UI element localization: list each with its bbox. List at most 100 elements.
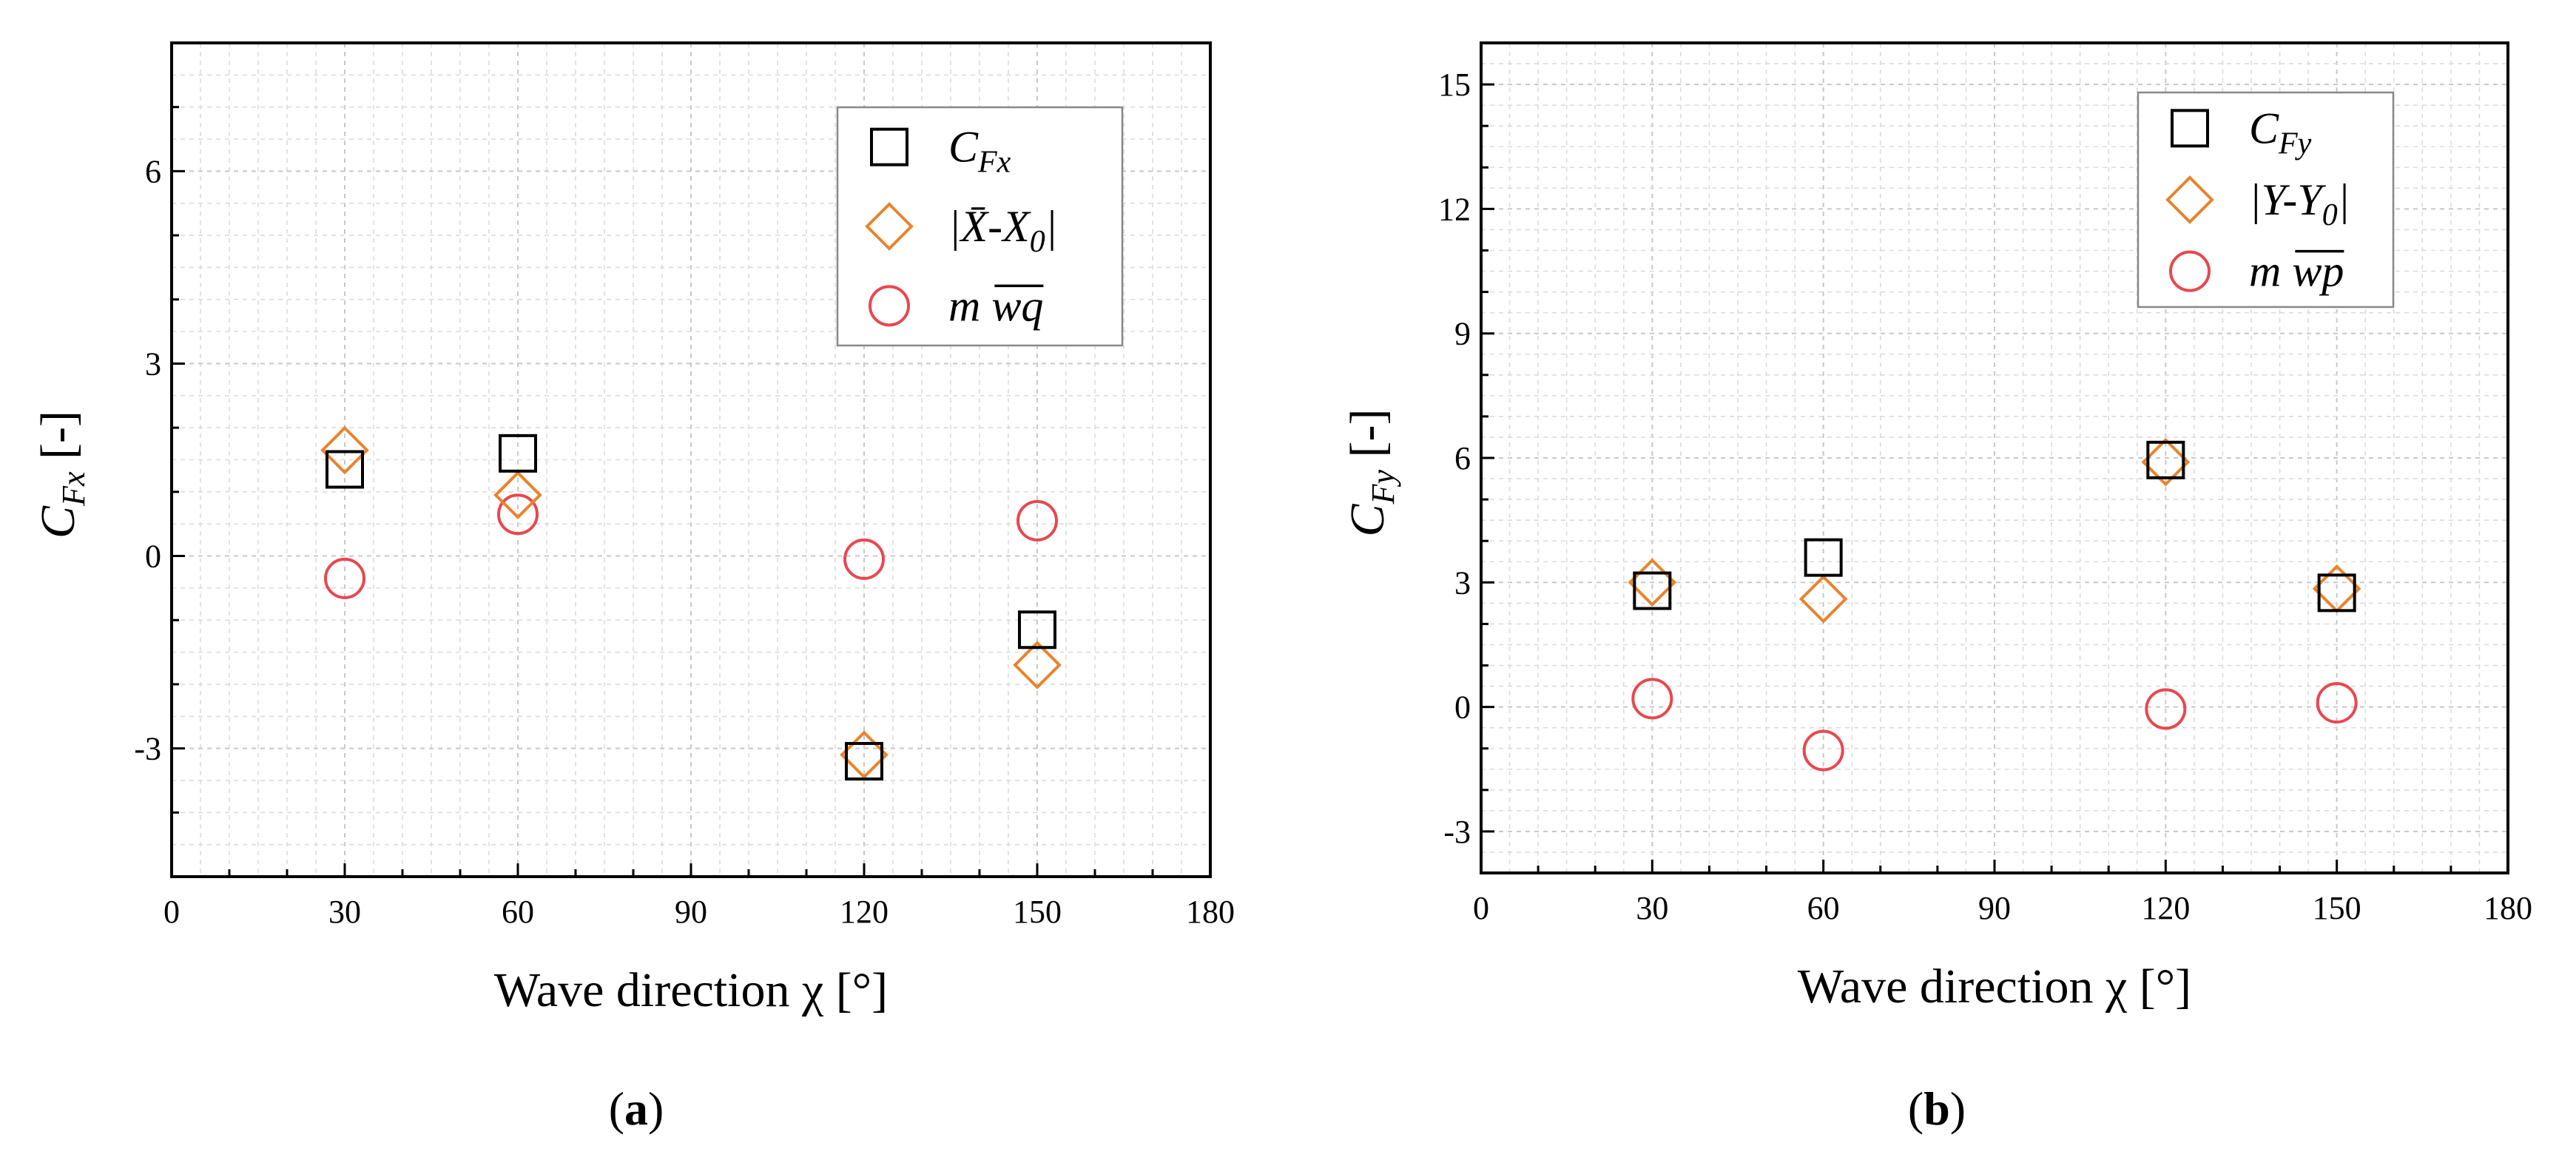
caption-paren-open: (: [609, 1082, 624, 1135]
legend-label-main: m: [2249, 247, 2292, 296]
x-tick-label: 150: [2313, 890, 2361, 926]
data-point-diamond: [320, 425, 369, 475]
legend-label-subscript: 0: [2322, 198, 2338, 232]
y-tick-label: 3: [145, 345, 161, 382]
y-tick-label: 0: [145, 539, 161, 575]
legend-label-tail: |: [1045, 202, 1058, 251]
legend-label-subscript: Fy: [2278, 127, 2312, 161]
data-point-diamond: [1013, 641, 1062, 689]
x-tick-label: 30: [328, 894, 361, 930]
data-point-circle: [2145, 688, 2187, 730]
x-tick-label: 60: [1807, 890, 1840, 926]
x-tick-label: 90: [1978, 890, 2011, 926]
x-tick-label: 180: [1186, 894, 1235, 930]
data-point-circle: [2316, 681, 2358, 724]
data-point-square: [1018, 610, 1056, 650]
data-point-circle: [324, 557, 365, 599]
y-axis-label-subscript: Fy: [1365, 470, 1401, 505]
y-tick-label: 6: [145, 153, 161, 189]
x-tick-label: 180: [2484, 890, 2532, 926]
legend-label: CFx: [948, 123, 1011, 180]
data-point-square: [326, 450, 364, 489]
panel-caption: (a): [609, 1082, 664, 1135]
x-axis-label: Wave direction χ [°]: [494, 963, 888, 1017]
series-diamond: [320, 425, 1062, 780]
legend-label-overlined: wq: [991, 281, 1043, 330]
chart-a: 0 30 60 90 120 150 180 -3 0 3 6 Wave direction χ [°…: [31, 41, 1235, 1135]
legend-label-main: C: [948, 123, 979, 172]
caption-paren-close: ): [648, 1082, 664, 1135]
y-tick-label: -3: [134, 731, 161, 767]
x-tick-label: 120: [2141, 890, 2190, 926]
legend-label: |Y-Y0|: [2249, 175, 2350, 232]
legend-box: [2137, 91, 2395, 308]
y-axis-label: CFx [-]: [31, 411, 92, 539]
legend-label-main: |Y-Y: [2249, 175, 2326, 224]
data-point-square: [499, 434, 537, 473]
data-point-circle: [497, 493, 539, 536]
legend-label-main: |X̄-X: [948, 202, 1031, 251]
legend-label-subscript: Fx: [977, 146, 1011, 180]
data-point-diamond: [493, 471, 542, 520]
legend-label: m wq: [948, 281, 1043, 330]
y-tick-label: 3: [1454, 564, 1471, 601]
data-point-square: [2146, 440, 2185, 479]
y-axis-label-subscript: Fx: [55, 471, 92, 507]
y-axis-label-unit: [-]: [1341, 409, 1395, 470]
data-point-circle: [1802, 729, 1844, 772]
y-tick-label: 6: [1454, 440, 1471, 476]
x-tick-label: 90: [675, 894, 707, 930]
x-tick-label: 60: [502, 894, 534, 930]
y-tick-label: 15: [1438, 67, 1471, 103]
series-square: [1633, 440, 2356, 613]
data-point-circle: [843, 538, 885, 580]
y-tick-label: 0: [1454, 689, 1471, 726]
data-point-diamond: [1628, 558, 1677, 607]
chart-b: 0 30 60 90 120 150 180 -3 0 3 6 9 12 15 Wave direction…: [1341, 41, 2532, 1135]
legend-marker-diamond: [865, 202, 914, 251]
y-tick-label: 9: [1454, 316, 1471, 352]
data-point-square: [1633, 571, 1672, 610]
data-point-square: [2317, 573, 2356, 613]
y-tick-label: 12: [1438, 191, 1471, 227]
legend-marker-diamond: [2165, 175, 2214, 224]
x-tick-label: 150: [1013, 894, 1062, 930]
legend-label-subscript: 0: [1030, 225, 1045, 259]
data-point-diamond: [840, 730, 889, 780]
legend-marker-square: [2171, 109, 2209, 148]
data-point-square: [845, 741, 883, 780]
grid: [172, 43, 1210, 877]
x-tick-label: 30: [1636, 890, 1668, 926]
legend-marker-circle: [2169, 250, 2211, 292]
x-tick-label: 120: [840, 894, 889, 930]
caption-letter: a: [624, 1082, 648, 1135]
legend: CFy |Y-Y0| m wp: [2137, 91, 2395, 308]
legend: CFx|X̄-X0|m wq: [836, 106, 1124, 347]
legend-label-overlined: wp: [2292, 247, 2344, 296]
data-point-diamond: [2141, 437, 2191, 487]
y-tick-label: -3: [1443, 814, 1471, 850]
series-circle: [1631, 678, 2358, 772]
legend-label-main: m: [948, 281, 991, 330]
x-tick-label: 0: [1473, 890, 1489, 926]
legend-label-main: C: [2249, 104, 2279, 152]
legend-marker-square: [870, 127, 908, 166]
legend-label: CFy: [2249, 104, 2312, 161]
panel-caption: (b): [1908, 1082, 1966, 1135]
y-axis-label: CFy [-]: [1341, 409, 1401, 537]
legend-marker-circle: [869, 285, 910, 327]
series-square: [326, 434, 1056, 780]
x-axis-label: Wave direction χ [°]: [1798, 960, 2191, 1014]
data-point-square: [1804, 538, 1843, 577]
y-axis-label-main: C: [1341, 503, 1395, 536]
data-point-diamond: [1798, 574, 1848, 624]
legend-label: m wp: [2249, 247, 2344, 296]
series-circle: [324, 493, 1058, 599]
data-point-circle: [1631, 678, 1673, 720]
data-point-circle: [1016, 499, 1058, 542]
legend-box: [836, 106, 1124, 347]
x-tick-label: 0: [163, 894, 180, 930]
caption-paren-open: (: [1908, 1082, 1923, 1135]
legend-label-tail: |: [2338, 175, 2350, 224]
